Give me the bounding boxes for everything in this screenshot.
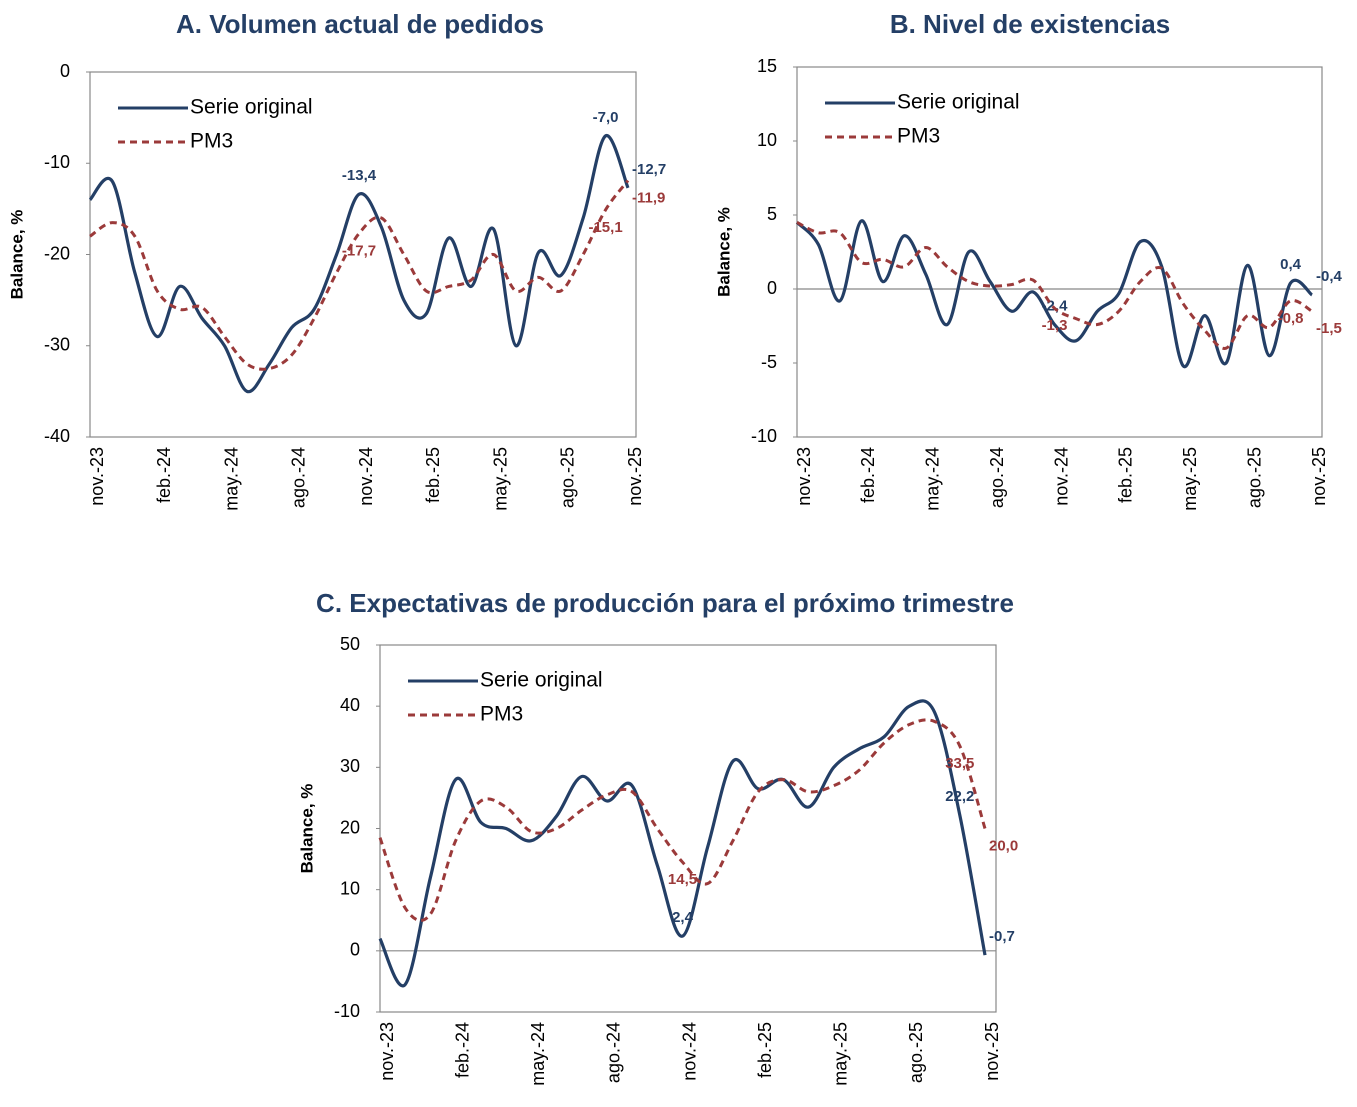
plot-frame bbox=[379, 644, 997, 1013]
chart: B. Nivel de existencias -10 -5 0 5 10 15 Balanc… bbox=[714, 9, 1342, 511]
x-tick-label: nov.-25 bbox=[982, 1022, 1002, 1081]
data-label: -0,4 bbox=[1316, 268, 1343, 285]
data-label: 14,5 bbox=[668, 871, 697, 888]
y-axis-label: Balance, % bbox=[7, 210, 26, 300]
y-tick-label: -20 bbox=[44, 243, 70, 263]
data-label: 20,0 bbox=[989, 837, 1018, 854]
y-tick-label: -10 bbox=[751, 426, 777, 446]
legend-label: PM3 bbox=[897, 125, 940, 148]
x-tick-label: feb.-25 bbox=[1116, 447, 1136, 503]
x-tick-label: ago.-24 bbox=[289, 447, 309, 508]
y-tick-label: 20 bbox=[340, 817, 360, 837]
x-tick-label: may.-25 bbox=[1180, 447, 1200, 511]
data-label: -2,4 bbox=[1042, 297, 1069, 314]
data-label: -0,7 bbox=[989, 928, 1015, 945]
chart-title: C. Expectativas de producción para el pr… bbox=[316, 588, 1014, 618]
y-tick-label: -40 bbox=[44, 426, 70, 446]
x-tick-label: nov.-24 bbox=[356, 447, 376, 506]
y-tick-label: 50 bbox=[340, 634, 360, 654]
x-tick-label: feb.-25 bbox=[755, 1022, 775, 1078]
x-tick-label: ago.-25 bbox=[1244, 447, 1264, 508]
x-tick-label: ago.-24 bbox=[987, 447, 1007, 508]
x-tick-label: feb.-24 bbox=[858, 447, 878, 503]
x-tick-label: may.-25 bbox=[831, 1022, 851, 1086]
x-tick-label: feb.-24 bbox=[452, 1022, 472, 1078]
series-line bbox=[89, 179, 630, 371]
data-label: 33,5 bbox=[945, 755, 974, 772]
y-tick-label: -5 bbox=[761, 352, 777, 372]
data-label: -13,4 bbox=[342, 167, 377, 184]
legend-label: PM3 bbox=[190, 130, 233, 153]
y-tick-label: -10 bbox=[44, 152, 70, 172]
data-label: -12,7 bbox=[632, 161, 666, 178]
x-tick-label: nov.-23 bbox=[87, 447, 107, 506]
series-line bbox=[378, 699, 987, 988]
x-tick-label: ago.-25 bbox=[558, 447, 578, 508]
y-tick-label: 40 bbox=[340, 695, 360, 715]
legend-label: Serie original bbox=[480, 669, 603, 692]
x-tick-label: feb.-24 bbox=[154, 447, 174, 503]
legend-label: PM3 bbox=[480, 703, 523, 726]
x-tick-label: nov.-24 bbox=[679, 1022, 699, 1081]
series-line bbox=[378, 718, 987, 922]
series-line bbox=[88, 134, 630, 394]
y-axis-label: Balance, % bbox=[714, 207, 733, 297]
y-tick-label: 0 bbox=[350, 940, 360, 960]
plot-frame bbox=[796, 66, 1323, 438]
data-label: 0,4 bbox=[1280, 256, 1302, 273]
x-tick-label: nov.-25 bbox=[625, 447, 645, 506]
y-axis-label: Balance, % bbox=[297, 784, 316, 874]
x-tick-label: feb.-25 bbox=[423, 447, 443, 503]
data-label: -0,8 bbox=[1278, 310, 1304, 327]
legend-label: Serie original bbox=[897, 91, 1020, 114]
y-tick-label: 0 bbox=[60, 61, 70, 81]
x-tick-label: ago.-25 bbox=[906, 1022, 926, 1083]
y-tick-label: 10 bbox=[340, 878, 360, 898]
y-tick-label: 10 bbox=[757, 130, 777, 150]
x-tick-label: may.-24 bbox=[221, 447, 241, 511]
data-label: -17,7 bbox=[342, 242, 376, 259]
series-line bbox=[795, 219, 1314, 368]
chart: C. Expectativas de producción para el pr… bbox=[297, 588, 1018, 1086]
y-tick-label: -30 bbox=[44, 335, 70, 355]
x-tick-label: may.-24 bbox=[923, 447, 943, 511]
x-tick-label: nov.-23 bbox=[377, 1022, 397, 1081]
x-tick-label: may.-24 bbox=[528, 1022, 548, 1086]
series-line bbox=[796, 221, 1313, 350]
data-label: -11,9 bbox=[632, 190, 665, 207]
data-label: 22,2 bbox=[945, 788, 974, 805]
x-tick-label: may.-25 bbox=[490, 447, 510, 511]
chart: A. Volumen actual de pedidos -40 -30 -20 -10… bbox=[7, 9, 666, 511]
y-tick-label: 5 bbox=[767, 204, 777, 224]
data-label: 2,4 bbox=[672, 909, 694, 926]
y-tick-label: -10 bbox=[334, 1001, 360, 1021]
x-tick-label: nov.-23 bbox=[794, 447, 814, 506]
chart-title: A. Volumen actual de pedidos bbox=[176, 9, 544, 39]
x-tick-label: nov.-25 bbox=[1309, 447, 1329, 506]
x-tick-label: nov.-24 bbox=[1051, 447, 1071, 506]
data-label: -15,1 bbox=[588, 219, 622, 236]
data-label: -7,0 bbox=[593, 109, 619, 126]
chart-title: B. Nivel de existencias bbox=[890, 9, 1170, 39]
x-tick-label: ago.-24 bbox=[604, 1022, 624, 1083]
data-label: -1,3 bbox=[1042, 317, 1068, 334]
data-label: -1,5 bbox=[1316, 320, 1342, 337]
y-tick-label: 15 bbox=[757, 56, 777, 76]
y-tick-label: 0 bbox=[767, 278, 777, 298]
y-tick-label: 30 bbox=[340, 756, 360, 776]
legend-label: Serie original bbox=[190, 96, 313, 119]
